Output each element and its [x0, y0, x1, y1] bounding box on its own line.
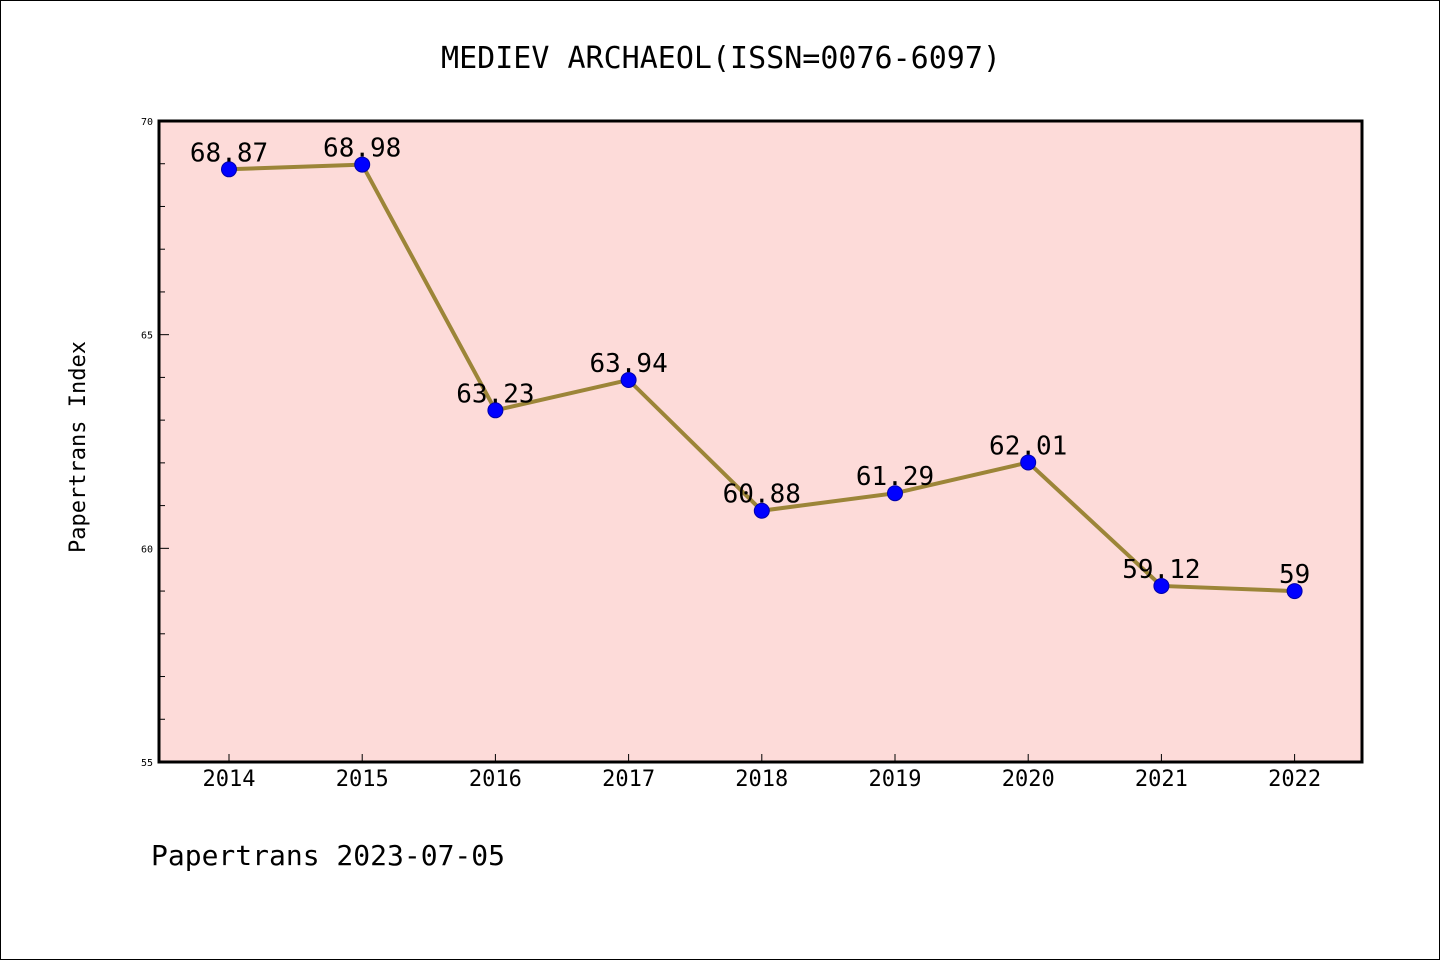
data-label: 68.87 — [190, 138, 268, 168]
data-label: 59 — [1279, 560, 1310, 590]
data-point — [1286, 583, 1303, 600]
y-tick-label: 55 — [141, 758, 153, 769]
y-tick-label: 70 — [141, 117, 153, 128]
y-tick-label: 65 — [141, 331, 153, 342]
data-markers — [221, 156, 1303, 600]
data-point — [1153, 577, 1170, 594]
data-point — [487, 402, 504, 419]
y-axis: 55 60 65 70 — [141, 117, 169, 769]
x-tick-label: 2017 — [602, 767, 655, 792]
y-axis-label: Papertrans Index — [66, 341, 91, 553]
x-tick-label: 2014 — [203, 767, 256, 792]
data-point — [354, 156, 371, 173]
data-label: 68.98 — [323, 134, 401, 164]
data-label: 60.88 — [723, 480, 801, 510]
x-tick-label: 2021 — [1135, 767, 1188, 792]
x-tick-label: 2022 — [1268, 767, 1321, 792]
data-label: 63.23 — [456, 379, 534, 409]
data-point — [753, 502, 770, 519]
x-axis: 2014 2015 2016 2017 2018 2019 2020 2021 2022 — [203, 754, 1321, 792]
data-point — [1020, 454, 1037, 471]
x-tick-label: 2020 — [1002, 767, 1055, 792]
footer-date: Papertrans 2023-07-05 — [151, 839, 505, 872]
x-tick-label: 2018 — [735, 767, 788, 792]
data-labels: 68.87 68.98 63.23 63.94 60.88 61.29 62.01 59.12… — [190, 134, 1310, 590]
x-tick-label: 2019 — [869, 767, 922, 792]
data-point — [221, 161, 237, 178]
data-point — [620, 371, 637, 388]
y-tick-label: 60 — [141, 544, 153, 555]
plot-area — [157, 119, 1364, 764]
data-label: 63.94 — [589, 349, 667, 379]
data-point — [887, 485, 903, 502]
chart-title: MEDIEV ARCHAEOL(ISSN=0076-6097) — [441, 41, 1001, 76]
data-label: 61.29 — [856, 462, 934, 492]
x-tick-label: 2015 — [336, 767, 389, 792]
data-label: 62.01 — [989, 431, 1067, 461]
x-tick-label: 2016 — [469, 767, 522, 792]
data-label: 59.12 — [1122, 555, 1200, 585]
